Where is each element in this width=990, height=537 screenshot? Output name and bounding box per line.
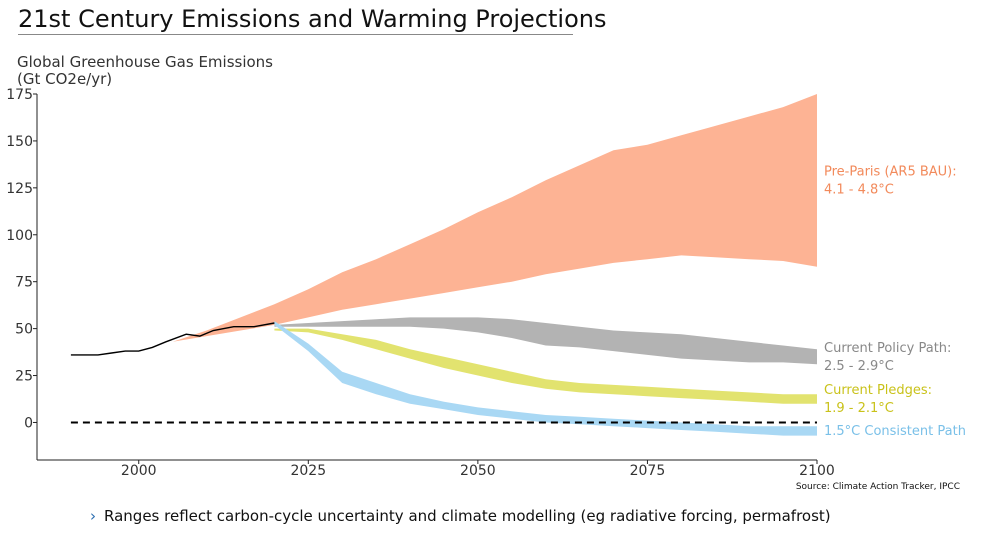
series-labels: Pre-Paris (AR5 BAU): 4.1 - 4.8°C Current P…: [824, 164, 966, 439]
x-tick-label: 2025: [290, 463, 326, 479]
emissions-chart: Global Greenhouse Gas Emissions (Gt CO2e…: [6, 53, 966, 492]
series-warming-current-pledges: 1.9 - 2.1°C: [824, 401, 894, 416]
slide-title: 21st Century Emissions and Warming Proje…: [18, 5, 607, 33]
x-tick-label: 2075: [630, 463, 666, 479]
series-label-current-policy-path: Current Policy Path:: [824, 341, 951, 356]
chart-lines: [70, 322, 817, 424]
y-axis-label-line-1: Global Greenhouse Gas Emissions: [17, 53, 273, 71]
x-tick-label: 2000: [121, 463, 157, 479]
y-tick-label: 125: [6, 181, 33, 197]
y-tick-label: 0: [24, 415, 33, 431]
band-current-pledges: [274, 328, 817, 404]
historical-emissions-line: [70, 322, 275, 356]
title-underline: [18, 34, 573, 35]
y-tick-label: 25: [15, 369, 33, 385]
series-label-current-pledges: Current Pledges:: [824, 383, 932, 398]
y-axis-label-line-2: (Gt CO2e/yr): [17, 70, 112, 88]
chart-axes: 0 25 50 75 100 125 150 175 2000 2025 2050 2075 2100: [6, 87, 835, 479]
bullet-point: › Ranges reflect carbon-cycle uncertainty…: [90, 507, 831, 525]
scenario-bands: [172, 94, 817, 436]
band-pre-paris-ar5-bau: [172, 94, 817, 342]
bullet-text: Ranges reflect carbon-cycle uncertainty …: [104, 507, 831, 525]
series-label-pre-paris-ar5-bau: Pre-Paris (AR5 BAU):: [824, 164, 957, 179]
series-label-1-5-c-consistent-path: 1.5°C Consistent Path: [824, 424, 966, 439]
x-tick-label: 2050: [460, 463, 496, 479]
y-tick-label: 75: [15, 275, 33, 291]
y-tick-label: 175: [6, 87, 33, 103]
source-note: Source: Climate Action Tracker, IPCC: [796, 482, 960, 492]
band-current-policy-path: [274, 317, 817, 365]
chevron-right-icon: ›: [90, 507, 96, 525]
y-tick-label: 150: [6, 134, 33, 150]
series-warming-current-policy-path: 2.5 - 2.9°C: [824, 359, 894, 374]
series-warming-pre-paris-ar5-bau: 4.1 - 4.8°C: [824, 182, 894, 197]
x-tick-label: 2100: [799, 463, 835, 479]
y-tick-label: 50: [15, 322, 33, 338]
y-tick-label: 100: [6, 228, 33, 244]
